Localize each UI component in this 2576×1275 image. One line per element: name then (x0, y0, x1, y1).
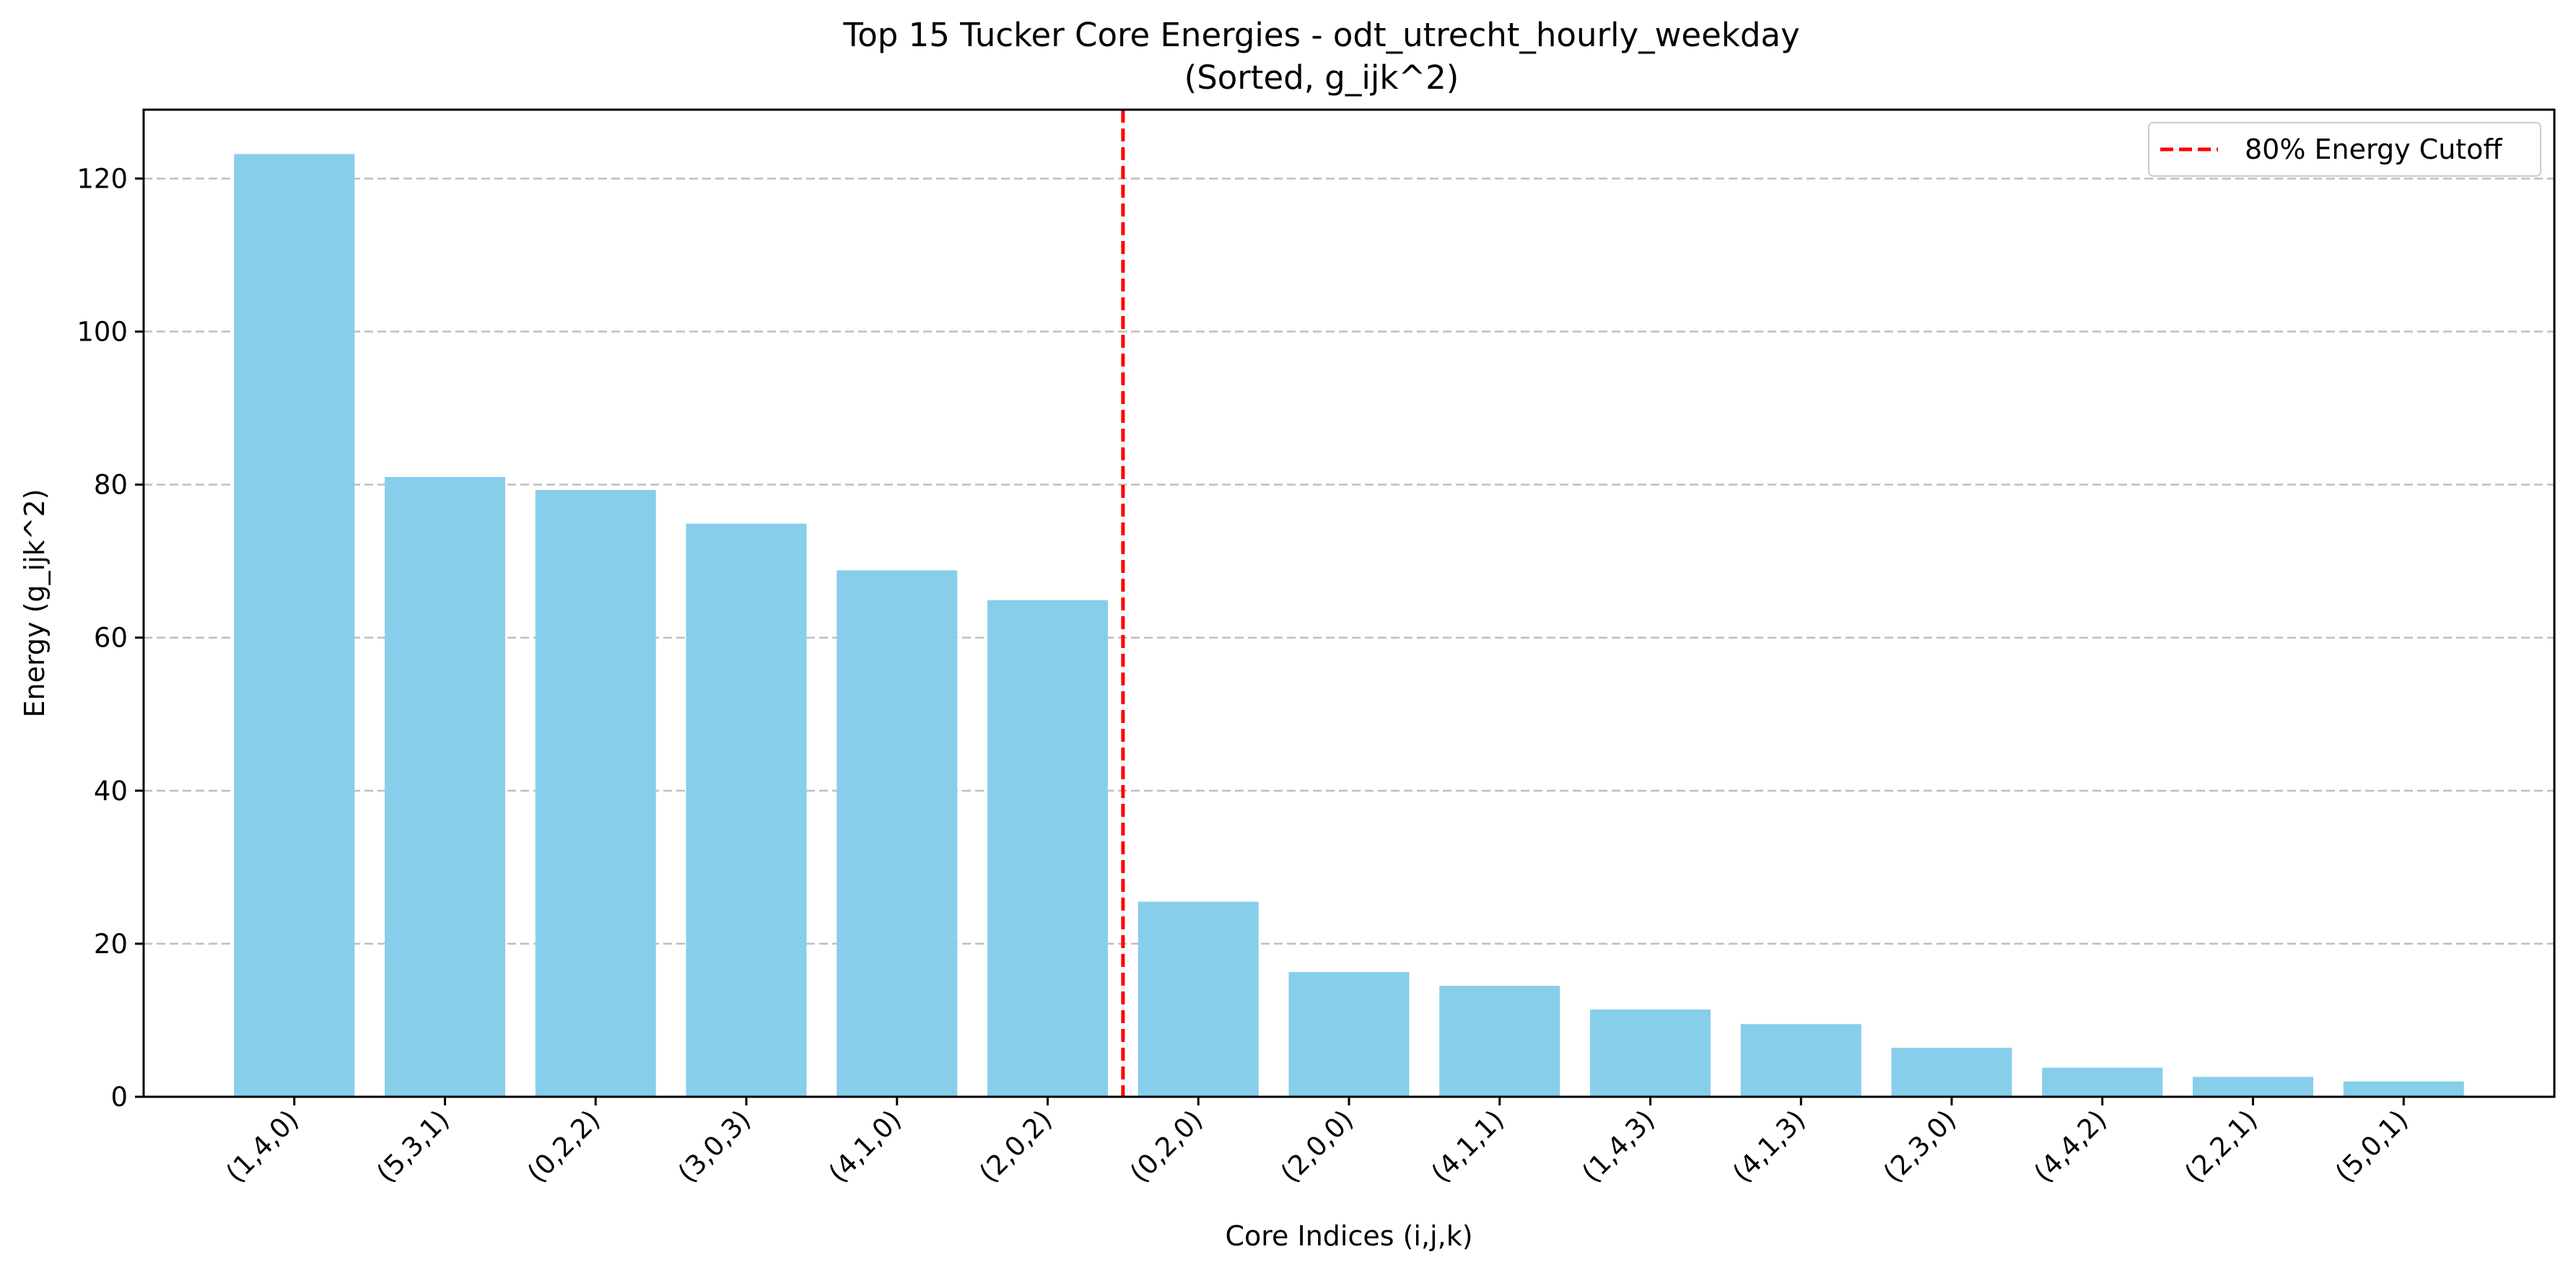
y-axis-label: Energy (g_ijk^2) (19, 488, 51, 717)
y-grid-lines (144, 178, 2554, 945)
bar (535, 490, 656, 1097)
chart-title: Top 15 Tucker Core Energies - odt_utrech… (842, 16, 1799, 54)
bar (1891, 1048, 2012, 1097)
bar (2042, 1067, 2163, 1097)
bar (1138, 901, 1259, 1097)
y-tick-label: 80 (94, 470, 128, 501)
y-tick-label: 0 (110, 1082, 128, 1113)
y-tick-label: 60 (94, 623, 128, 654)
y-tick-label: 120 (77, 163, 128, 194)
y-tick-label: 20 (94, 929, 128, 960)
bar (234, 154, 355, 1097)
bar (1740, 1024, 1861, 1097)
bar (2193, 1077, 2313, 1097)
legend-box (2148, 122, 2541, 177)
bar (1439, 986, 1560, 1097)
legend-cutoff-label: 80% Energy Cutoff (2245, 133, 2502, 165)
bar (987, 600, 1108, 1097)
bar (1590, 1009, 1711, 1097)
chart-subtitle: (Sorted, g_ijk^2) (1184, 58, 1459, 97)
bar (837, 570, 958, 1097)
bar (1288, 972, 1410, 1097)
x-axis-label: Core Indices (i,j,k) (1225, 1220, 1472, 1252)
bar (2343, 1081, 2464, 1097)
y-axis-ticks: 0 20 40 60 80 100 120 (77, 163, 144, 1113)
legend: 80% Energy Cutoff (2148, 122, 2541, 177)
y-tick-label: 40 (94, 776, 128, 807)
bar (686, 523, 807, 1097)
bars (234, 154, 2464, 1097)
bar (385, 477, 505, 1097)
y-tick-label: 100 (77, 317, 128, 348)
